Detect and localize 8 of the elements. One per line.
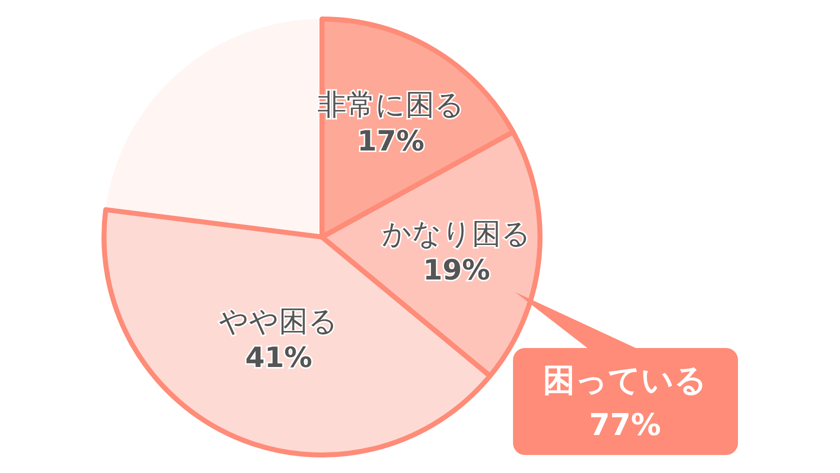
data-label: 17% [357,124,424,158]
text: 困っている [543,361,707,399]
slice-label: かなり困る [382,216,532,251]
data-label: 19% [423,254,490,287]
text: 77% [589,408,661,443]
data-label: 41% [245,341,312,374]
slice-label: やや困る [219,304,338,338]
slice-label: 非常に困る [317,88,464,122]
